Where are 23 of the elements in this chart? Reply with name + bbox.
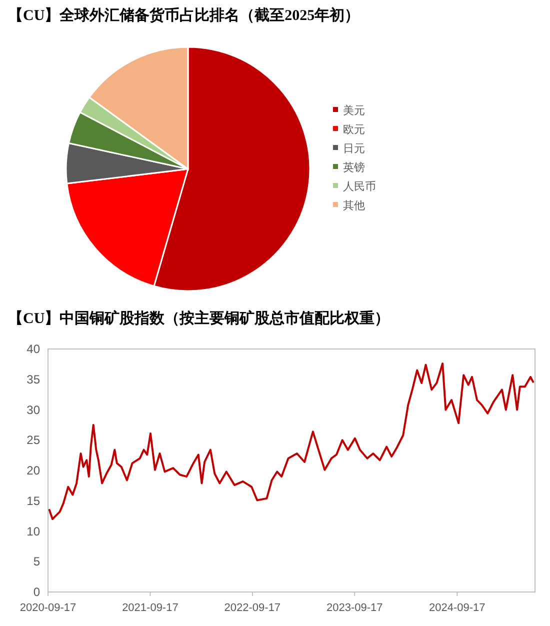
line-series [48, 362, 534, 520]
x-tick-label: 2024-09-17 [429, 602, 486, 614]
x-tick-label: 2022-09-17 [224, 602, 281, 614]
y-tick-label: 15 [26, 494, 40, 508]
legend-label: 美元 [343, 104, 365, 117]
x-tick-label: 2020-09-17 [20, 602, 76, 614]
y-tick-label: 30 [26, 402, 40, 417]
y-tick-label: 0 [33, 585, 40, 599]
x-tick-label: 2021-09-17 [122, 602, 178, 614]
y-tick-label: 40 [26, 342, 40, 356]
y-tick-label: 20 [26, 464, 40, 478]
legend-label: 日元 [343, 143, 365, 155]
chart-title: 【CU】全球外汇储备货币占比排名（截至2025年初） [8, 6, 360, 24]
legend-label: 英镑 [343, 161, 365, 174]
y-tick-label: 25 [26, 433, 40, 448]
y-tick-label: 10 [26, 524, 40, 538]
legend-label: 人民币 [343, 180, 376, 193]
legend-label: 欧元 [343, 124, 365, 136]
chart-title: 【CU】中国铜矿股指数（按主要铜矿股总市值配比权重） [8, 309, 390, 327]
y-tick-label: 35 [26, 372, 40, 386]
legend-label: 其他 [343, 199, 365, 212]
x-tick-label: 2023-09-17 [326, 602, 383, 614]
y-tick-label: 5 [33, 554, 40, 569]
